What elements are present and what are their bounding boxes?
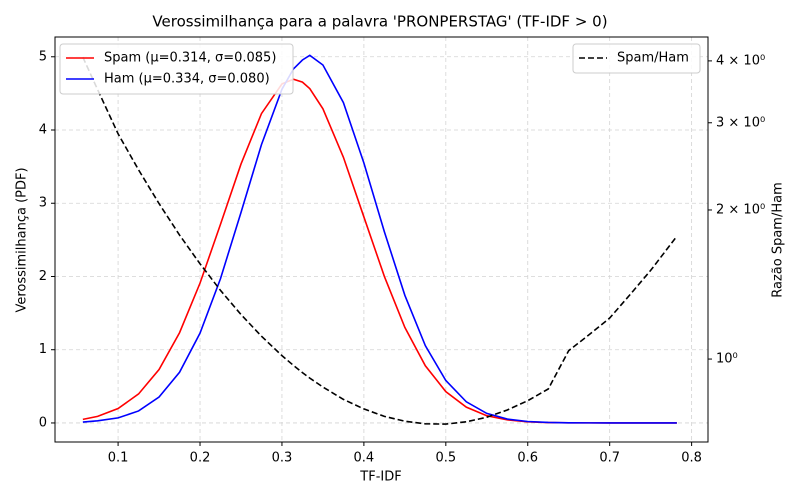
series-line <box>82 54 677 424</box>
y2-tick-label: 10⁰ <box>716 352 738 367</box>
legend-label: Spam (μ=0.314, σ=0.085) <box>104 51 276 66</box>
x-tick-label: 0.3 <box>272 451 293 466</box>
y2-axis-label: Razão Spam/Ham <box>771 182 786 298</box>
x-tick-label: 0.7 <box>599 451 620 466</box>
x-tick-label: 0.6 <box>517 451 538 466</box>
x-axis-label: TF-IDF <box>359 470 401 485</box>
x-tick-label: 0.2 <box>190 451 211 466</box>
chart-title: Verossimilhança para a palavra 'PRONPERS… <box>152 13 607 31</box>
x-tick-label: 0.8 <box>681 451 702 466</box>
y-tick-label: 4 <box>39 123 47 138</box>
legend-box <box>572 43 701 74</box>
series-line <box>82 78 677 424</box>
y-axis-label: Verossimilhança (PDF) <box>15 167 30 312</box>
legend-label: Ham (μ=0.334, σ=0.080) <box>104 72 270 87</box>
y-tick-label: 3 <box>39 196 47 211</box>
x-tick-label: 0.5 <box>435 451 456 466</box>
x-tick-label: 0.4 <box>354 451 375 466</box>
legend-label: Spam/Ham <box>617 51 689 66</box>
y-tick-label: 5 <box>39 49 47 64</box>
y2-tick-label: 3 × 10⁰ <box>716 115 765 130</box>
y2-tick-label: 2 × 10⁰ <box>716 202 765 217</box>
legend-box <box>59 43 294 95</box>
plot-frame <box>54 36 709 443</box>
y-tick-label: 2 <box>39 269 47 284</box>
y-tick-label: 0 <box>39 415 47 430</box>
x-tick-label: 0.1 <box>108 451 129 466</box>
y2-tick-label: 4 × 10⁰ <box>716 53 765 68</box>
y-tick-label: 1 <box>39 342 47 357</box>
series-line <box>82 56 678 425</box>
